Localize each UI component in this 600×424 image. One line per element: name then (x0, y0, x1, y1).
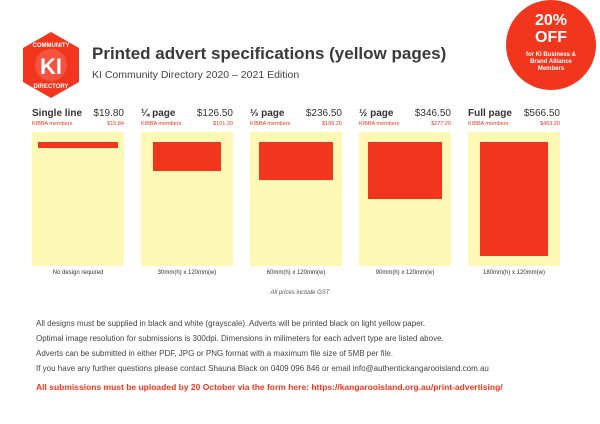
submission-notes: All designs must be supplied in black an… (36, 316, 503, 395)
discount-off-label: OFF (535, 29, 567, 46)
page-subtitle: KI Community Directory 2020 – 2021 Editi… (92, 69, 300, 81)
ad-price: $236.50 (305, 108, 342, 119)
discount-percent: 20% (534, 12, 568, 29)
ad-preview-panel (468, 132, 560, 266)
member-price: $277.20 (431, 121, 451, 127)
ad-name: Full page (468, 108, 512, 119)
discount-note: for KI Business & Brand Alliance Members (514, 52, 588, 73)
header: Printed advert specifications (yellow pa… (92, 44, 446, 81)
member-label: KIBBA members (141, 121, 182, 127)
ad-name: ¼ page (141, 108, 176, 119)
ad-preview-block (368, 142, 442, 199)
ad-preview-panel (359, 132, 451, 266)
logo-line1: COMMUNITY (33, 43, 70, 49)
discount-note-line2: Brand Alliance (530, 59, 572, 65)
ad-preview-block (480, 142, 548, 256)
note-line: If you have any further questions please… (36, 364, 489, 373)
discount-note-line1: for KI Business & (525, 52, 576, 58)
ad-preview-block (38, 142, 118, 148)
member-price: $453.20 (540, 121, 560, 127)
ad-price: $566.50 (523, 108, 560, 119)
ad-name: ⅓ page (250, 108, 285, 119)
ad-preview-panel (141, 132, 233, 266)
ad-heading: ½ page $346.50 KIBBA members $277.20 (359, 108, 451, 127)
member-label: KIBBA members (250, 121, 291, 127)
member-label: KIBBA members (359, 121, 400, 127)
submission-deadline-cta: All submissions must be uploaded by 20 O… (36, 382, 503, 392)
gst-note: All prices include GST (270, 290, 330, 296)
ad-preview-panel (250, 132, 342, 266)
ad-dimensions: 60mm(h) x 120mm(w) (266, 270, 326, 276)
ad-price: $346.50 (414, 108, 451, 119)
member-label: KIBBA members (32, 121, 73, 127)
ad-price: $126.50 (196, 108, 233, 119)
ad-name: ½ page (359, 108, 394, 119)
discount-note-line3: Members (537, 66, 565, 72)
member-price: $15.84 (107, 121, 124, 127)
ad-preview-block (259, 142, 333, 180)
note-line: All designs must be supplied in black an… (36, 319, 426, 328)
ad-name: Single line (32, 108, 83, 119)
discount-badge: 20% OFF for KI Business & Brand Alliance… (506, 0, 596, 90)
ad-preview-panel (32, 132, 124, 266)
ad-dimensions: 90mm(h) x 120mm(w) (375, 270, 435, 276)
member-price: $101.20 (213, 121, 233, 127)
ad-dimensions: No design required (52, 270, 104, 276)
ad-preview-block (153, 142, 221, 171)
ad-heading: ⅓ page $236.50 KIBBA members $189.20 (250, 108, 342, 127)
member-label: KIBBA members (468, 121, 509, 127)
ad-heading: Single line $19.80 KIBBA members $15.84 (32, 108, 124, 127)
note-line: Adverts can be submitted in either PDF, … (36, 349, 394, 358)
note-line: Optimal image resolution for submissions… (36, 334, 444, 343)
ki-community-directory-logo: COMMUNITY KI DIRECTORY (23, 32, 79, 98)
ad-price: $19.80 (93, 108, 124, 119)
ad-heading: Full page $566.50 KIBBA members $453.20 (468, 108, 560, 127)
page-title: Printed advert specifications (yellow pa… (92, 44, 447, 63)
logo-line2: DIRECTORY (33, 84, 68, 90)
ad-dimensions: 180mm(h) x 120mm(w) (482, 270, 545, 276)
member-price: $189.20 (322, 121, 342, 127)
ad-dimensions: 30mm(h) x 120mm(w) (157, 270, 217, 276)
ad-heading: ¼ page $126.50 KIBBA members $101.20 (141, 108, 233, 127)
logo-initials: KI (40, 54, 62, 79)
